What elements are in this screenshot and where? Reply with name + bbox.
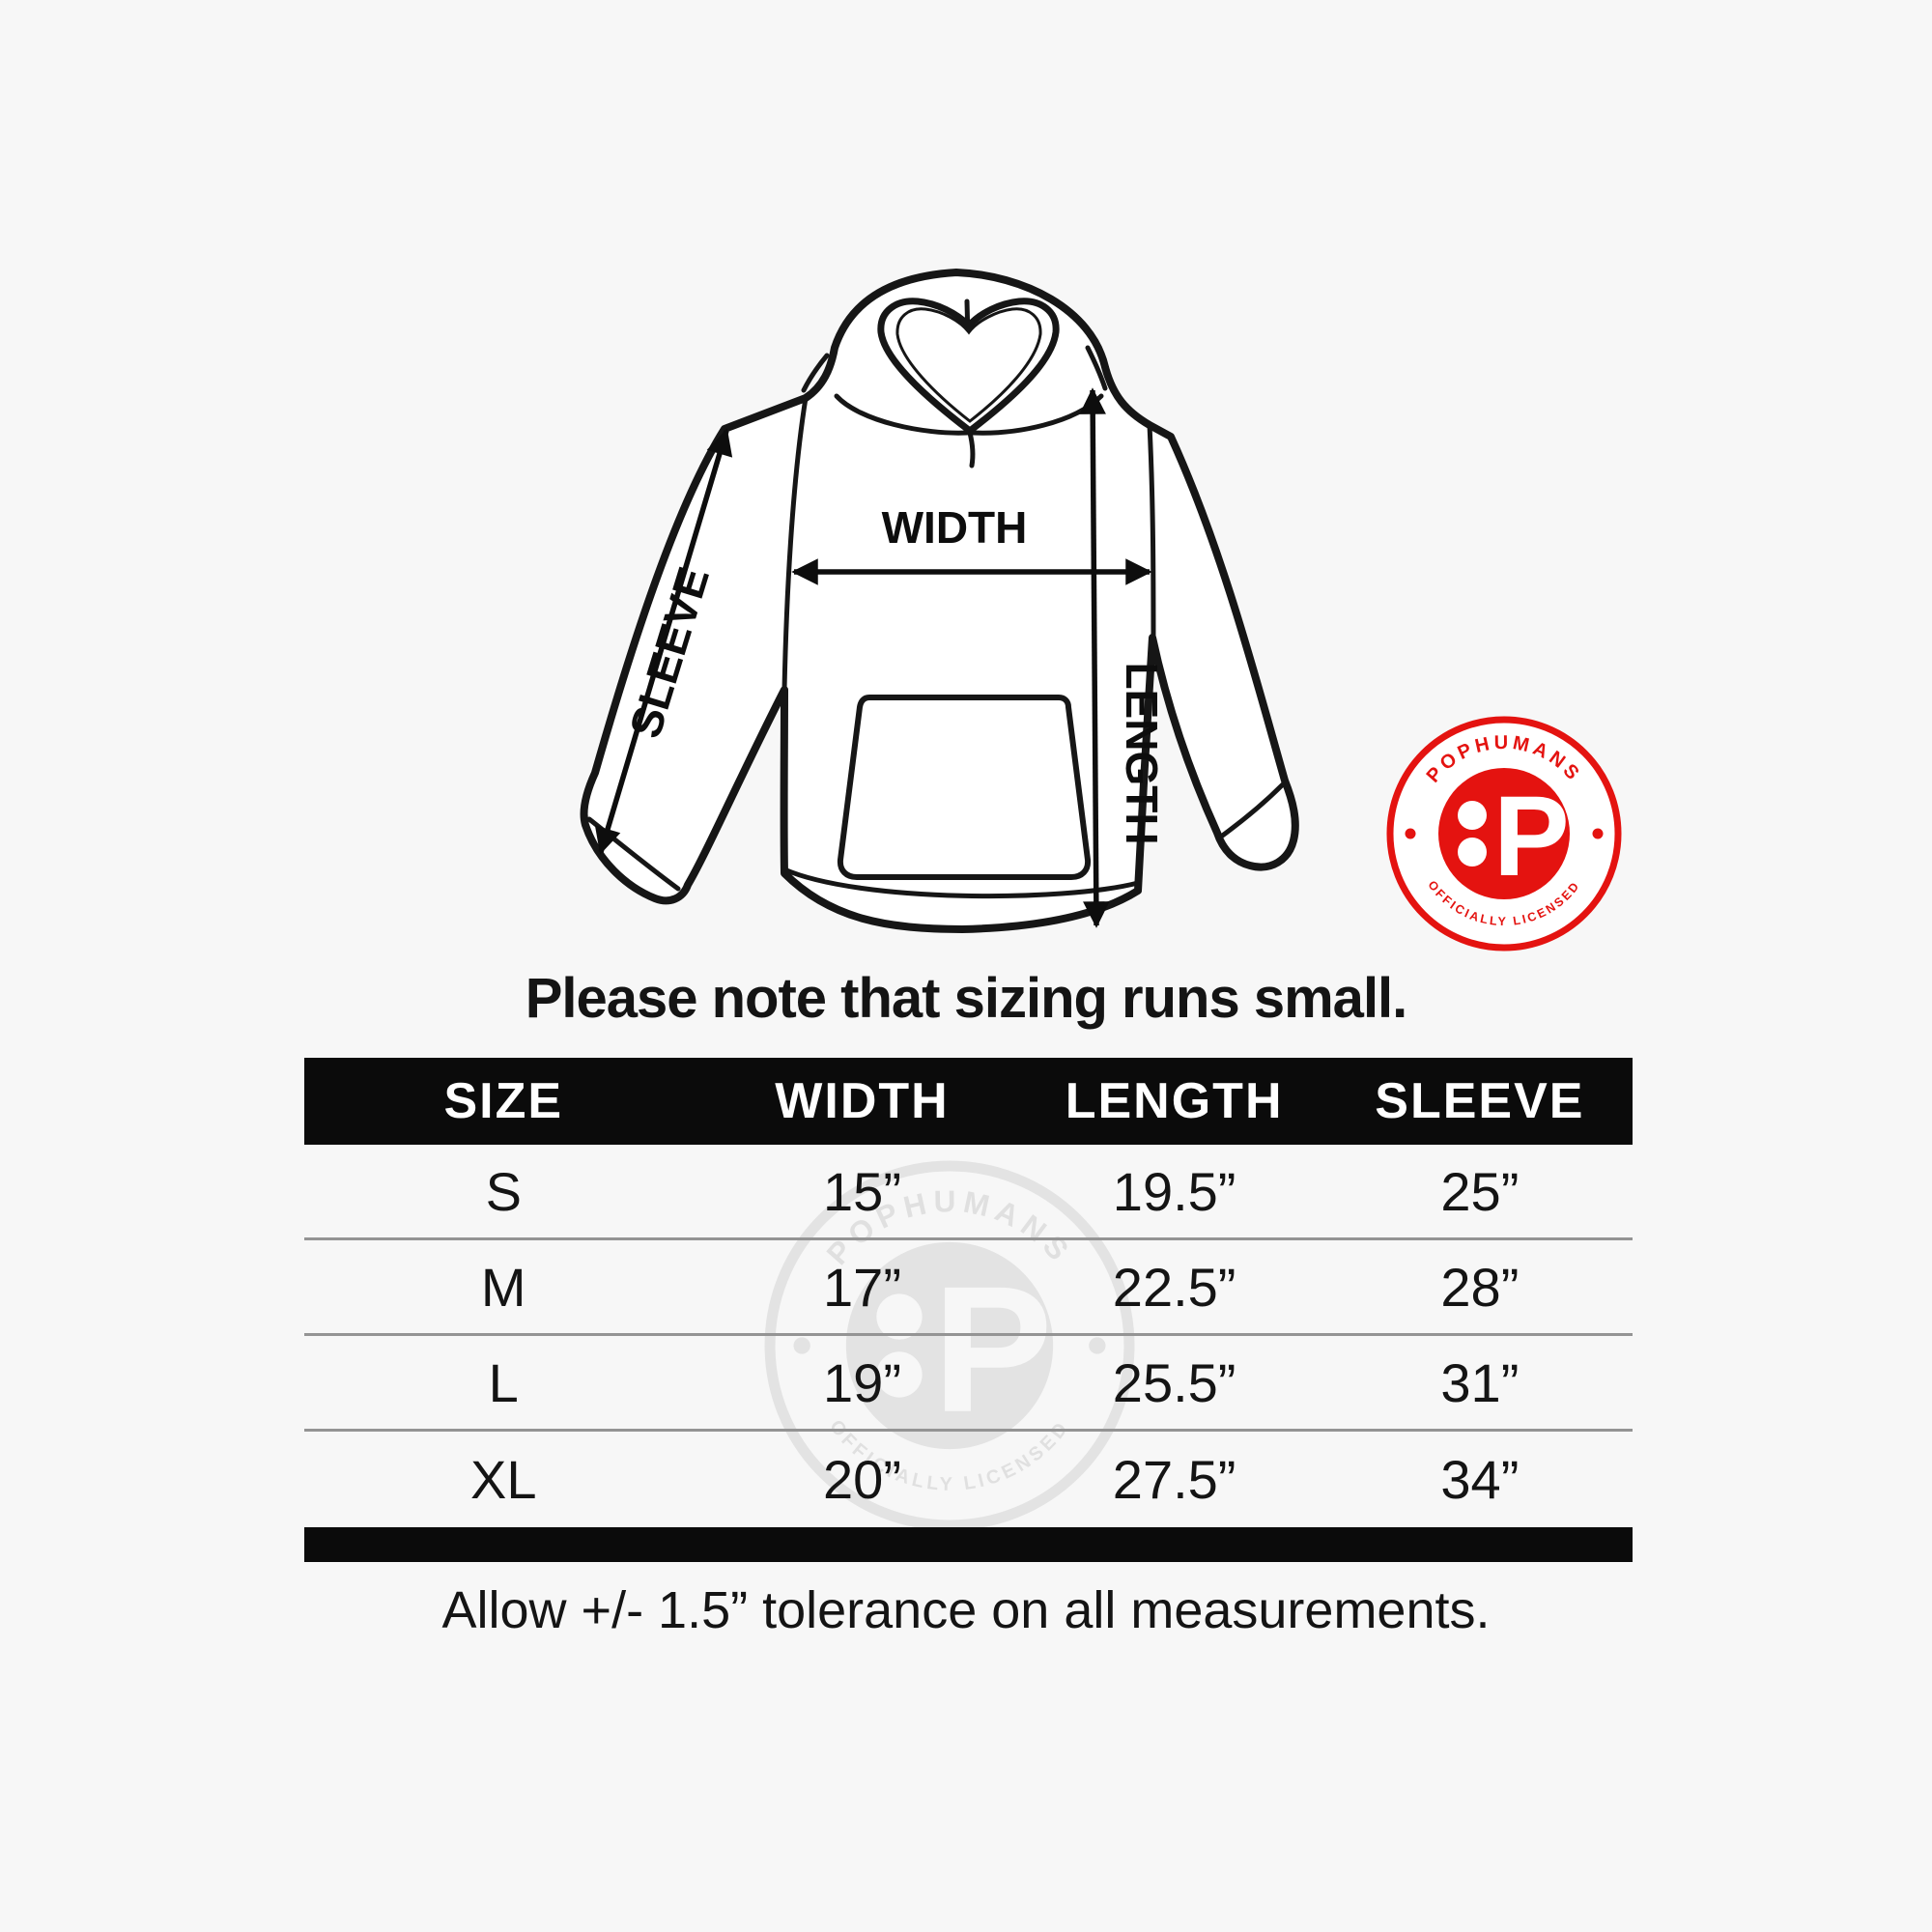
watermark-colon-dot-top <box>876 1293 923 1340</box>
width-label: WIDTH <box>882 502 1028 553</box>
badge-center-disc <box>1438 768 1570 899</box>
cell-length: 27.5” <box>1112 1449 1236 1510</box>
hood-opening-inner-line <box>895 307 1042 423</box>
header-size: SIZE <box>443 1073 564 1129</box>
badge-colon-dot-bottom <box>1458 838 1487 867</box>
watermark-left-dot <box>793 1337 810 1354</box>
header-length: LENGTH <box>1065 1073 1284 1129</box>
watermark-ring <box>764 1160 1135 1531</box>
cell-length: 22.5” <box>1112 1256 1236 1318</box>
table-row: XL 20” 27.5” 34” <box>304 1432 1633 1527</box>
badge-left-dot <box>1405 828 1416 839</box>
cell-size: L <box>488 1351 519 1413</box>
badge-right-dot <box>1592 828 1604 839</box>
cell-sleeve: 28” <box>1440 1256 1520 1318</box>
length-label: LENGTH <box>1117 662 1167 844</box>
licensed-badge: POPHUMANS OFFICIALLY LICENSED P <box>1386 716 1622 952</box>
sizing-note: Please note that sizing runs small. <box>525 967 1408 1030</box>
badge-colon-dot-top <box>1458 801 1487 830</box>
watermark-logo: POPHUMANS OFFICIALLY LICENSED P <box>764 1160 1135 1531</box>
table-header: SIZE WIDTH LENGTH SLEEVE <box>304 1058 1633 1145</box>
table-bottom-bar <box>304 1527 1633 1562</box>
tolerance-note: Allow +/- 1.5” tolerance on all measurem… <box>441 1581 1491 1639</box>
table-row: S 15” 19.5” 25” <box>304 1145 1633 1240</box>
cell-width: 19” <box>823 1351 901 1413</box>
watermark-colon-dot-bottom <box>876 1351 923 1398</box>
sleeve-arrow <box>594 428 733 855</box>
cell-length: 19.5” <box>1112 1160 1236 1222</box>
pocket <box>837 695 1092 880</box>
cell-size: M <box>480 1256 526 1318</box>
hood-opening <box>877 298 1060 436</box>
table-row: L 19” 25.5” 31” <box>304 1336 1633 1432</box>
cell-length: 25.5” <box>1112 1351 1236 1413</box>
header-width: WIDTH <box>775 1073 950 1129</box>
badge-monogram: P <box>1493 773 1570 900</box>
watermark-monogram: P <box>933 1250 1053 1450</box>
cell-width: 17” <box>823 1256 901 1318</box>
watermark-center-disc <box>845 1241 1054 1450</box>
watermark-right-dot <box>1089 1337 1106 1354</box>
cell-sleeve: 25” <box>1440 1160 1520 1222</box>
length-arrow <box>1079 387 1110 928</box>
table-row: M 17” 22.5” 28” <box>304 1240 1633 1336</box>
size-table: SIZE WIDTH LENGTH SLEEVE S 15” 19.5” 25”… <box>304 1058 1633 1562</box>
measurement-arrows <box>594 387 1152 928</box>
cell-width: 20” <box>823 1449 901 1510</box>
cell-width: 15” <box>823 1160 901 1222</box>
cell-sleeve: 31” <box>1440 1351 1520 1413</box>
cell-sleeve: 34” <box>1440 1449 1520 1510</box>
header-sleeve: SLEEVE <box>1375 1073 1585 1129</box>
cell-size: XL <box>470 1449 537 1510</box>
cell-size: S <box>485 1160 522 1222</box>
hoodie-diagram: WIDTH LENGTH SLEEVE <box>580 269 1299 933</box>
